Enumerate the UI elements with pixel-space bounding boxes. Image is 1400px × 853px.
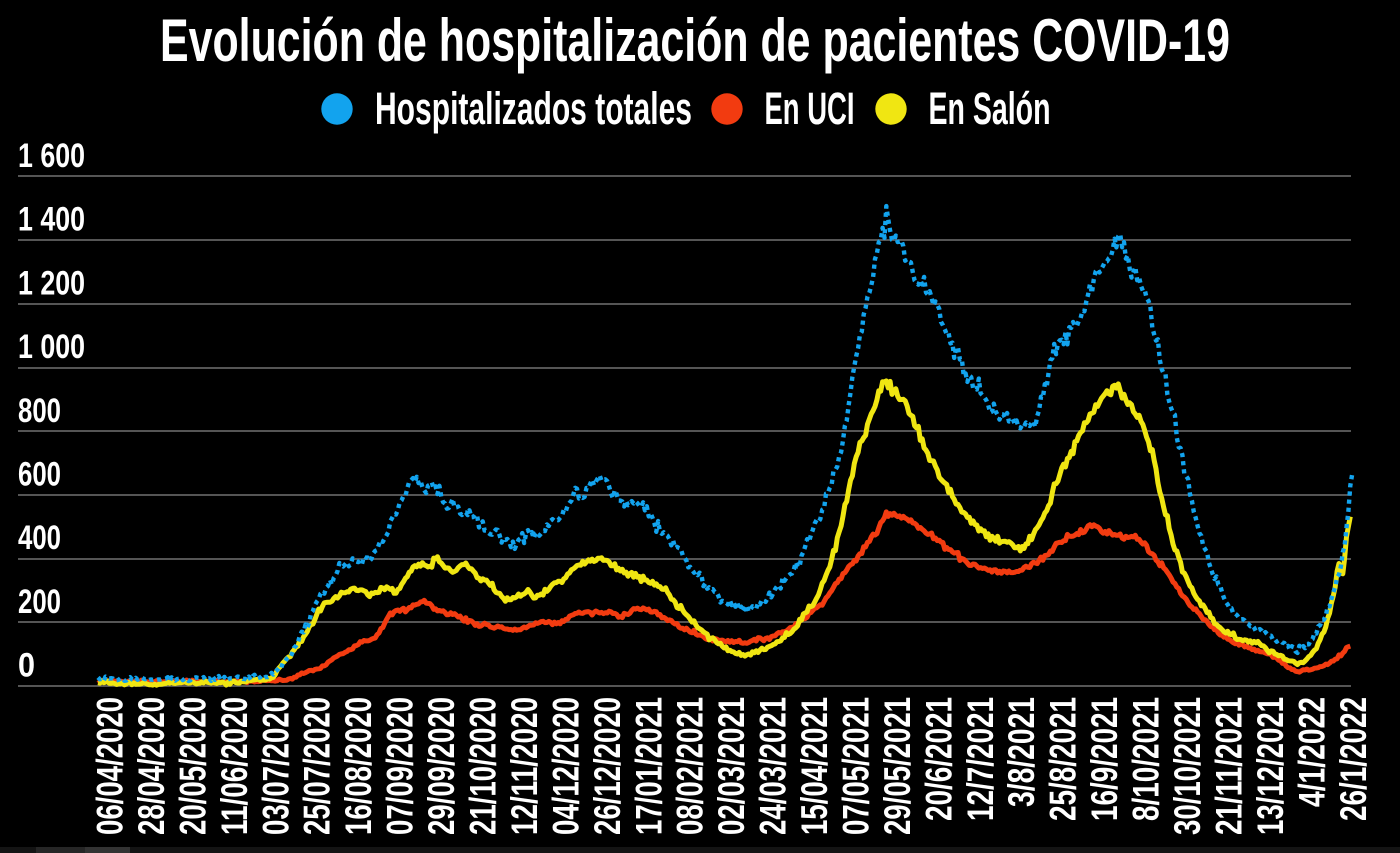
svg-text:04/12/2020: 04/12/2020 <box>545 697 586 835</box>
svg-text:24/03/2021: 24/03/2021 <box>753 697 794 835</box>
svg-text:400: 400 <box>18 519 61 557</box>
svg-text:15/04/2021: 15/04/2021 <box>794 697 835 835</box>
svg-text:1 200: 1 200 <box>18 264 85 302</box>
svg-text:1 000: 1 000 <box>18 328 85 366</box>
svg-text:06/04/2020: 06/04/2020 <box>90 697 131 835</box>
svg-text:25/8/2021: 25/8/2021 <box>1043 697 1084 821</box>
svg-text:1 400: 1 400 <box>18 201 85 239</box>
svg-text:29/09/2020: 29/09/2020 <box>421 697 462 835</box>
svg-text:07/05/2021: 07/05/2021 <box>836 697 877 835</box>
svg-text:1 600: 1 600 <box>18 137 85 175</box>
svg-text:600: 600 <box>18 456 61 494</box>
svg-text:02/03/2021: 02/03/2021 <box>711 697 752 835</box>
svg-text:En UCI: En UCI <box>765 83 855 134</box>
svg-text:21/11/2021: 21/11/2021 <box>1209 697 1250 835</box>
svg-text:03/07/2020: 03/07/2020 <box>255 697 296 835</box>
svg-text:16/9/2021: 16/9/2021 <box>1084 697 1125 821</box>
svg-text:20/05/2020: 20/05/2020 <box>172 697 213 835</box>
svg-text:07/09/2020: 07/09/2020 <box>380 697 421 835</box>
svg-text:0: 0 <box>18 647 35 685</box>
svg-text:08/02/2021: 08/02/2021 <box>670 697 711 835</box>
svg-text:26/1/2022: 26/1/2022 <box>1333 697 1374 821</box>
svg-text:25/07/2020: 25/07/2020 <box>297 697 338 835</box>
svg-text:28/04/2020: 28/04/2020 <box>131 697 172 835</box>
svg-text:30/10/2021: 30/10/2021 <box>1167 697 1208 835</box>
svg-text:16/08/2020: 16/08/2020 <box>338 697 379 835</box>
svg-text:8/10/2021: 8/10/2021 <box>1126 697 1167 821</box>
svg-text:17/01/2021: 17/01/2021 <box>628 697 669 835</box>
svg-text:11/06/2020: 11/06/2020 <box>214 697 255 835</box>
svg-text:13/12/2021: 13/12/2021 <box>1250 697 1291 835</box>
svg-text:Hospitalizados totales: Hospitalizados totales <box>375 83 692 134</box>
svg-text:En Salón: En Salón <box>929 83 1051 134</box>
svg-text:20/6/2021: 20/6/2021 <box>918 697 959 821</box>
svg-text:200: 200 <box>18 583 61 621</box>
svg-text:4/1/2022: 4/1/2022 <box>1291 697 1332 807</box>
svg-text:12/11/2020: 12/11/2020 <box>504 697 545 835</box>
svg-text:3/8/2021: 3/8/2021 <box>1001 697 1042 807</box>
svg-text:12/7/2021: 12/7/2021 <box>960 697 1001 821</box>
svg-text:800: 800 <box>18 392 61 430</box>
svg-text:Evolución de hospitalización d: Evolución de hospitalización de paciente… <box>160 7 1230 74</box>
svg-text:21/10/2020: 21/10/2020 <box>463 697 504 835</box>
svg-text:26/12/2020: 26/12/2020 <box>587 697 628 835</box>
svg-text:29/05/2021: 29/05/2021 <box>877 697 918 835</box>
